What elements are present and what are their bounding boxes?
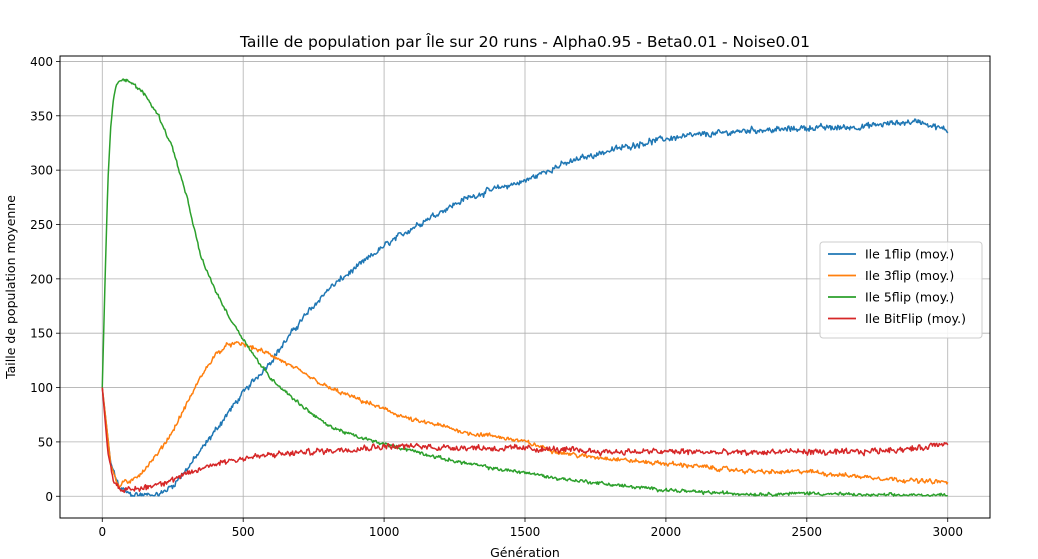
x-tick-label: 2000 <box>651 525 682 539</box>
legend-entry: Ile 3flip (moy.) <box>865 268 954 283</box>
legend-entry: Ile 5flip (moy.) <box>865 290 954 305</box>
legend-entry: Ile 1flip (moy.) <box>865 247 954 262</box>
x-axis-label: Génération <box>490 545 560 559</box>
series-line-3 <box>101 78 948 497</box>
series-line-4 <box>101 387 949 494</box>
y-tick-label: 50 <box>38 435 53 449</box>
chart-title: Taille de population par Île sur 20 runs… <box>239 32 810 51</box>
legend-box <box>819 241 983 339</box>
x-tick-label: 1000 <box>369 525 400 539</box>
x-tick-label: 3000 <box>932 525 963 539</box>
y-tick-label: 300 <box>30 164 53 178</box>
y-axis-label: Taille de population moyenne <box>3 195 18 380</box>
x-tick-label: 2500 <box>792 525 823 539</box>
y-tick-label: 150 <box>30 327 53 341</box>
x-axis: 0 500 1000 1500 2000 2500 3000 <box>98 518 963 539</box>
y-tick-label: 100 <box>30 381 53 395</box>
y-tick-label: 200 <box>30 272 53 286</box>
y-tick-label: 0 <box>45 490 53 504</box>
legend: Ile 1flip (moy.) Ile 3flip (moy.) Ile 5fli… <box>819 241 983 339</box>
x-tick-label: 500 <box>232 525 255 539</box>
series-line-2 <box>101 340 949 489</box>
y-tick-label: 400 <box>30 55 53 69</box>
y-tick-label: 350 <box>30 109 53 123</box>
series-lines <box>101 78 949 497</box>
y-axis: 0 50 100 150 200 250 300 350 400 <box>30 55 60 504</box>
x-tick-label: 0 <box>98 525 106 539</box>
x-tick-label: 1500 <box>510 525 541 539</box>
y-tick-label: 250 <box>30 218 53 232</box>
legend-entry: Ile BitFlip (moy.) <box>865 311 966 326</box>
series-line-1 <box>101 118 949 497</box>
